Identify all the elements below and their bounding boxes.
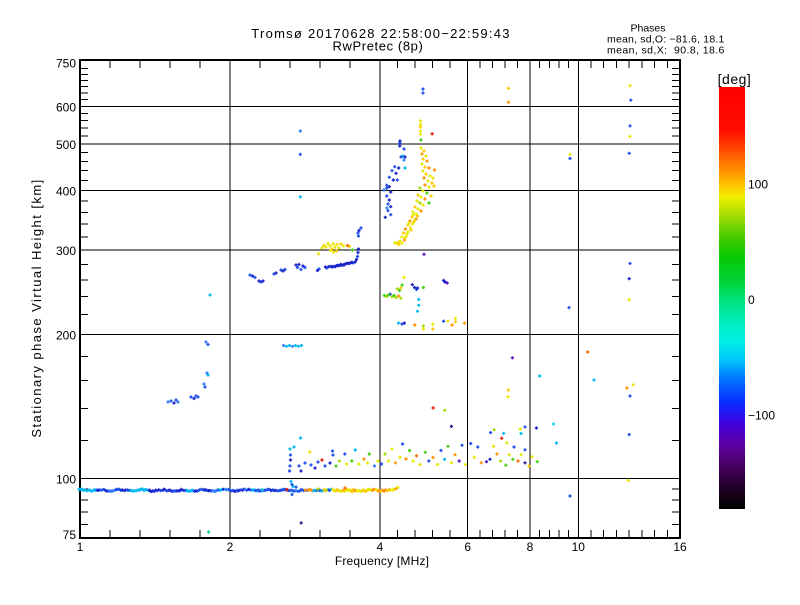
svg-text:300: 300 [56,244,76,258]
svg-text:mean, sd,X: 90.8, 18.6: mean, sd,X: 90.8, 18.6 [607,45,725,57]
svg-text:Tromsø 20170628 22:58:00−22:59: Tromsø 20170628 22:58:00−22:59:43 [251,26,510,41]
svg-text:1: 1 [77,540,84,554]
svg-text:400: 400 [56,185,76,199]
svg-text:RwPretec (8p): RwPretec (8p) [333,39,424,54]
svg-text:750: 750 [56,57,76,71]
svg-text:−100: −100 [748,409,775,423]
svg-text:2: 2 [227,540,234,554]
svg-text:75: 75 [63,528,77,542]
svg-text:200: 200 [56,328,76,342]
svg-text:0: 0 [748,293,755,307]
svg-text:10: 10 [572,540,586,554]
svg-text:Stationary phase Virtual Heigh: Stationary phase Virtual Height [km] [29,178,44,437]
svg-text:Phases: Phases [630,23,665,35]
svg-text:Frequency [MHz]: Frequency [MHz] [335,554,429,568]
svg-text:4: 4 [377,540,384,554]
svg-text:mean, sd,O: −81.6, 18.1: mean, sd,O: −81.6, 18.1 [607,34,725,46]
svg-text:6: 6 [464,540,471,554]
svg-text:600: 600 [56,100,76,114]
svg-text:16: 16 [673,540,687,554]
svg-text:8: 8 [527,540,534,554]
svg-text:100: 100 [56,472,76,486]
svg-text:500: 500 [56,138,76,152]
svg-text:100: 100 [748,178,768,192]
svg-text:[deg]: [deg] [718,71,752,87]
